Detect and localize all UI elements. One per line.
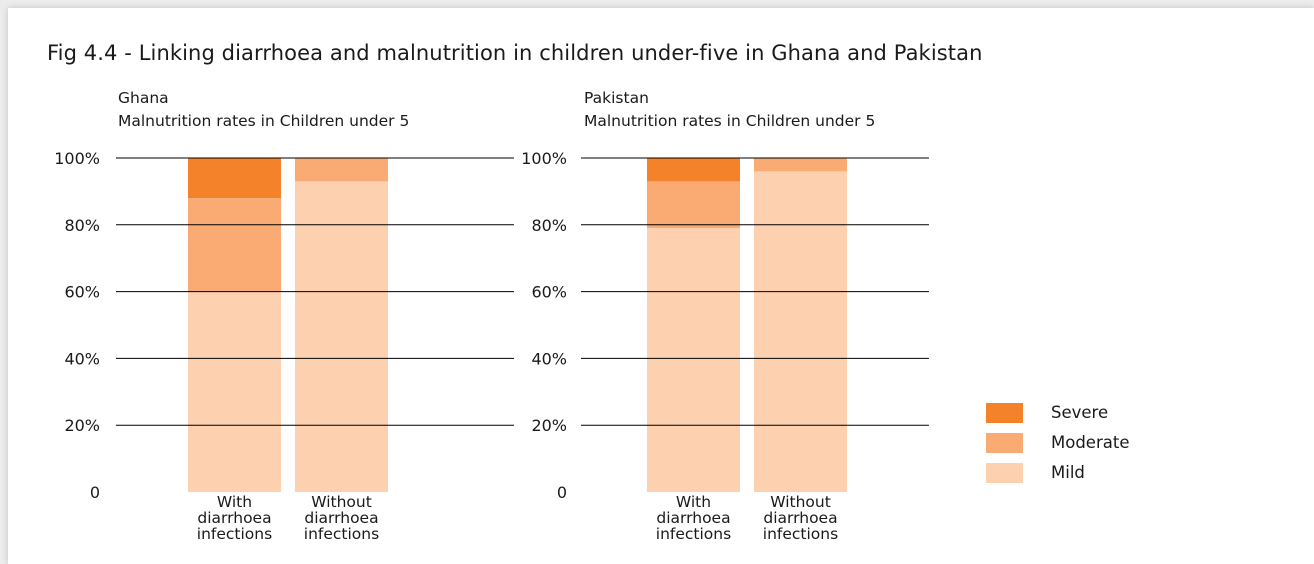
ghana-bar-moderate xyxy=(188,198,281,292)
ghana-ytick-label: 20% xyxy=(64,416,100,435)
pakistan-category-label: Without xyxy=(770,493,831,511)
ghana-ytick-label: 60% xyxy=(64,283,100,302)
ghana-chart-title: Ghana xyxy=(118,89,169,107)
pakistan-bar-mild xyxy=(754,171,847,493)
ghana-category-label: diarrhoea xyxy=(197,509,271,527)
pakistan-bar-moderate xyxy=(754,158,847,172)
legend-label-mild: Mild xyxy=(1051,463,1085,482)
pakistan-chart-subtitle: Malnutrition rates in Children under 5 xyxy=(584,112,875,130)
pakistan-bar-mild xyxy=(647,228,740,492)
ghana-ytick-label: 100% xyxy=(54,149,100,168)
ghana-category-label: With xyxy=(217,493,252,511)
ghana-chart-subtitle: Malnutrition rates in Children under 5 xyxy=(118,112,409,130)
pakistan-category-label: diarrhoea xyxy=(763,509,837,527)
pakistan-ytick-label: 100% xyxy=(521,149,567,168)
pakistan-category-label: With xyxy=(676,493,711,511)
legend-swatch-mild xyxy=(986,463,1023,483)
figure-panel: Fig 4.4 - Linking diarrhoea and malnutri… xyxy=(8,8,1314,564)
figure-title: Fig 4.4 - Linking diarrhoea and malnutri… xyxy=(47,41,983,65)
ghana-category-label: infections xyxy=(197,525,272,543)
pakistan-bar-severe xyxy=(647,158,740,182)
legend-swatch-severe xyxy=(986,403,1023,423)
chart-figure: Ghana Malnutrition rates in Children unde… xyxy=(54,89,1129,543)
pakistan-category-label: infections xyxy=(763,525,838,543)
ghana-bar-moderate xyxy=(295,158,388,182)
ghana-category-label: diarrhoea xyxy=(304,509,378,527)
legend-swatch-moderate xyxy=(986,433,1023,453)
legend-label-severe: Severe xyxy=(1051,403,1108,422)
ghana-category-label: Without xyxy=(311,493,372,511)
ghana-category-label: infections xyxy=(304,525,379,543)
pakistan-ytick-label: 0 xyxy=(557,483,567,502)
ghana-ytick-label: 80% xyxy=(64,216,100,235)
pakistan-ytick-label: 40% xyxy=(531,349,567,368)
pakistan-category-label: infections xyxy=(656,525,731,543)
pakistan-chart-title: Pakistan xyxy=(584,89,649,107)
pakistan-category-label: diarrhoea xyxy=(656,509,730,527)
ghana-bar-mild xyxy=(188,291,281,492)
pakistan-ytick-label: 20% xyxy=(531,416,567,435)
ghana-bar-mild xyxy=(295,181,388,492)
ghana-ytick-label: 40% xyxy=(64,349,100,368)
ghana-ytick-label: 0 xyxy=(90,483,100,502)
legend-label-moderate: Moderate xyxy=(1051,433,1129,452)
ghana-bar-severe xyxy=(188,158,281,199)
pakistan-ytick-label: 80% xyxy=(531,216,567,235)
pakistan-ytick-label: 60% xyxy=(531,283,567,302)
pakistan-bar-moderate xyxy=(647,181,740,229)
